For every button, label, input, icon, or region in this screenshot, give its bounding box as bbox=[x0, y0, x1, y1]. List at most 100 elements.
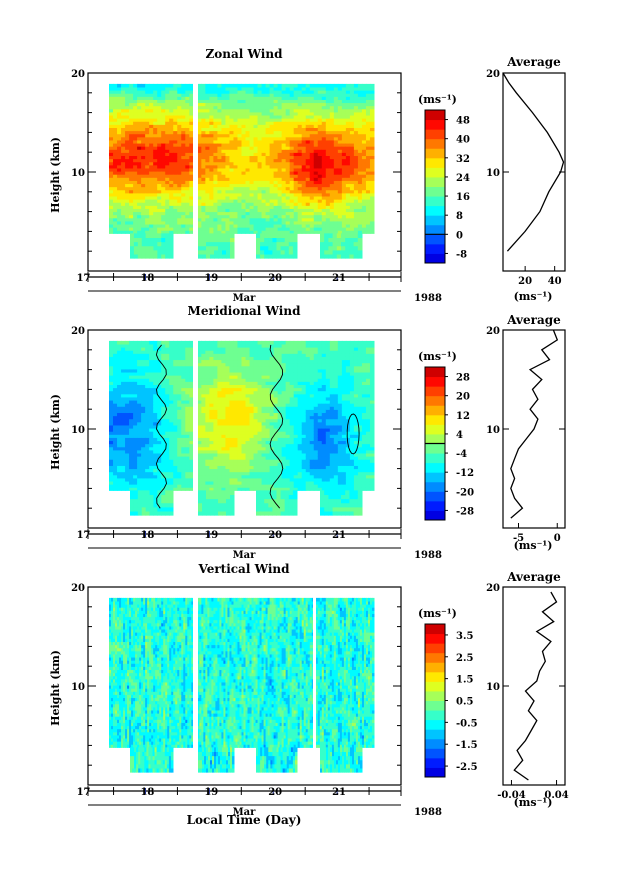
heat-cell bbox=[177, 158, 182, 163]
heat-cell bbox=[353, 90, 359, 94]
heat-cell bbox=[353, 224, 359, 228]
heat-cell bbox=[185, 230, 190, 234]
heat-cell bbox=[333, 102, 339, 107]
heat-cell bbox=[181, 415, 186, 420]
heat-cell bbox=[157, 177, 162, 181]
heat-cell bbox=[276, 245, 282, 251]
heat-cell bbox=[161, 136, 166, 141]
heat-cell bbox=[129, 375, 134, 379]
heat-cell bbox=[198, 249, 203, 255]
heat-cell bbox=[253, 87, 259, 91]
heat-cell bbox=[309, 202, 315, 206]
heat-cell bbox=[161, 403, 166, 407]
heat-cell bbox=[189, 152, 194, 157]
heat-cell bbox=[153, 237, 158, 243]
heat-cell bbox=[369, 130, 375, 135]
heat-cell bbox=[332, 249, 338, 255]
heat-cell bbox=[189, 105, 194, 110]
heat-cell bbox=[117, 227, 122, 231]
heat-cell bbox=[325, 217, 331, 222]
heat-cell bbox=[177, 375, 182, 379]
heat-cell bbox=[145, 186, 150, 191]
heat-cell bbox=[141, 87, 146, 91]
heat-cell bbox=[213, 449, 218, 454]
heat-cell bbox=[256, 254, 261, 259]
heat-cell bbox=[361, 196, 367, 200]
heat-cell bbox=[257, 124, 263, 128]
heat-cell bbox=[149, 230, 154, 234]
heat-cell bbox=[328, 245, 334, 251]
heat-cell bbox=[161, 196, 166, 200]
heat-cell bbox=[305, 224, 311, 228]
heat-cell bbox=[309, 155, 315, 160]
heat-cell bbox=[137, 362, 142, 367]
heat-cell bbox=[165, 237, 170, 243]
heat-cell bbox=[137, 406, 142, 410]
heat-cell bbox=[257, 136, 263, 141]
heat-cell bbox=[253, 177, 259, 181]
heat-cell bbox=[233, 224, 238, 228]
heat-cell bbox=[153, 220, 158, 225]
heat-cell bbox=[181, 83, 186, 88]
heat-cell bbox=[149, 381, 154, 385]
heat-cell bbox=[369, 152, 375, 157]
heat-cell bbox=[113, 105, 118, 110]
heat-cell bbox=[201, 384, 206, 389]
heat-cell bbox=[217, 340, 222, 345]
heat-cell bbox=[113, 177, 118, 181]
heat-cell bbox=[177, 230, 182, 234]
heat-cell bbox=[141, 468, 146, 473]
heat-cell bbox=[261, 155, 267, 160]
heat-cell bbox=[169, 484, 174, 488]
heat-cell bbox=[125, 171, 130, 175]
heat-cell bbox=[173, 477, 178, 482]
heat-cell bbox=[221, 368, 226, 373]
heat-cell bbox=[185, 356, 190, 361]
heat-cell bbox=[369, 124, 375, 128]
heat-cell bbox=[121, 449, 126, 454]
heat-cell bbox=[297, 161, 303, 166]
heat-cell bbox=[257, 202, 263, 206]
heat-cell bbox=[121, 431, 126, 435]
heat-cell bbox=[113, 421, 118, 426]
heat-cell bbox=[137, 133, 142, 138]
heat-cell bbox=[333, 161, 339, 166]
heat-cell bbox=[145, 183, 150, 188]
heat-cell bbox=[129, 196, 134, 200]
heat-cell bbox=[221, 484, 226, 488]
heat-cell bbox=[245, 161, 251, 166]
heat-cell bbox=[113, 375, 118, 379]
heat-cell bbox=[225, 372, 230, 376]
heat-cell bbox=[225, 124, 230, 128]
heat-cell bbox=[209, 105, 214, 110]
heat-cell bbox=[169, 403, 174, 407]
heat-cell bbox=[269, 124, 275, 128]
heat-cell bbox=[185, 99, 190, 104]
heat-cell bbox=[189, 381, 194, 385]
heat-cell bbox=[117, 192, 122, 197]
heat-cell bbox=[173, 133, 178, 138]
heat-cell bbox=[141, 146, 146, 150]
heat-cell bbox=[205, 211, 210, 216]
heat-cell bbox=[221, 390, 226, 395]
heat-cell bbox=[309, 164, 315, 169]
heat-cell bbox=[280, 254, 286, 259]
heat-cell bbox=[197, 149, 202, 153]
heat-cell bbox=[301, 105, 307, 110]
heat-cell bbox=[169, 211, 174, 216]
heat-cell bbox=[369, 230, 375, 234]
heat-cell bbox=[177, 99, 182, 104]
heat-cell bbox=[201, 118, 206, 122]
heat-cell bbox=[129, 90, 134, 94]
heat-cell bbox=[165, 359, 170, 364]
heat-cell bbox=[117, 487, 122, 491]
heat-cell bbox=[133, 124, 138, 128]
heat-cell bbox=[165, 449, 170, 454]
heat-cell bbox=[357, 171, 363, 175]
heat-cell bbox=[313, 192, 319, 197]
heat-cell bbox=[277, 121, 283, 125]
heat-cell bbox=[337, 164, 343, 169]
heat-cell bbox=[145, 434, 150, 438]
heat-cell bbox=[289, 161, 295, 166]
heat-cell bbox=[249, 143, 255, 147]
